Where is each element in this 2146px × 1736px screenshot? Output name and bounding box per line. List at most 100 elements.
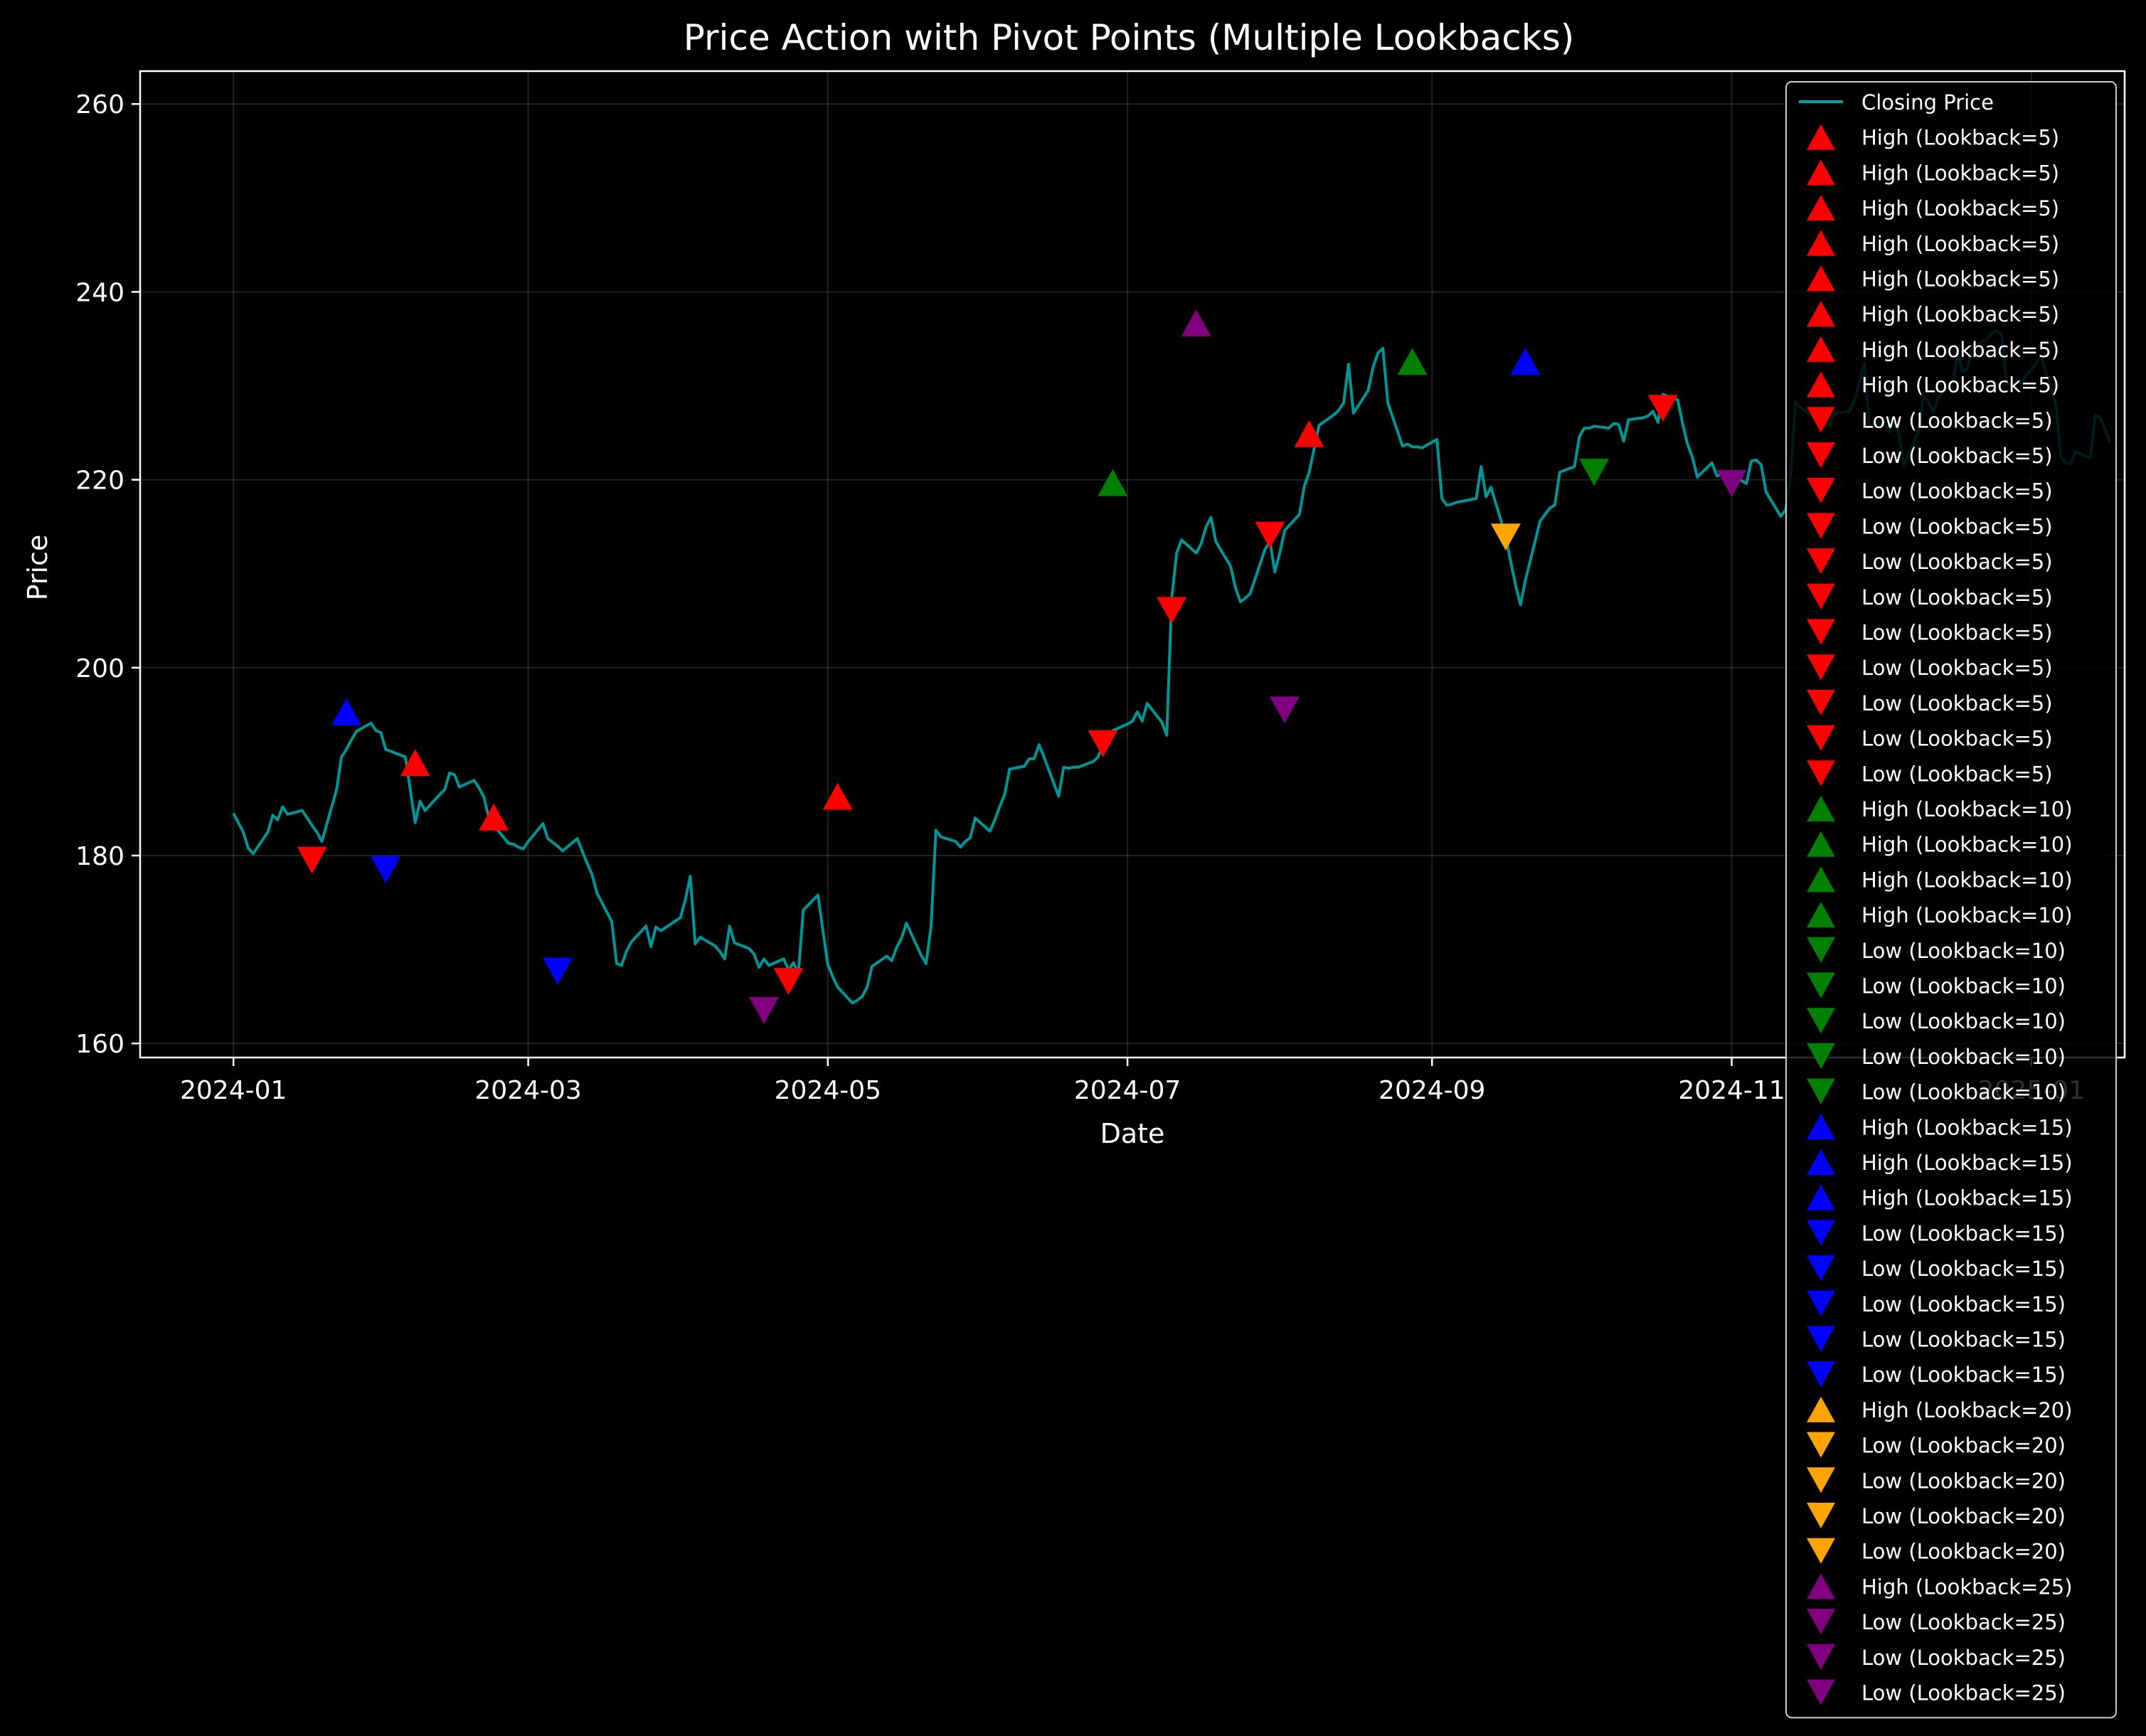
legend-label: Low (Lookback=10) <box>1861 939 2066 963</box>
legend-high-marker <box>1807 336 1835 362</box>
pivot-high-marker <box>1294 420 1324 447</box>
legend-high-marker <box>1807 195 1835 221</box>
legend-label: Low (Lookback=5) <box>1861 408 2053 432</box>
legend-high-marker <box>1807 866 1835 893</box>
legend-label: High (Lookback=5) <box>1861 161 2059 185</box>
pivot-high-marker <box>400 749 430 777</box>
legend-low-marker <box>1807 654 1835 681</box>
legend-label: Low (Lookback=10) <box>1861 974 2066 999</box>
pivot-high-marker <box>479 803 509 831</box>
legend-low-marker <box>1807 1467 1835 1493</box>
pivot-low-marker <box>1490 523 1521 551</box>
legend-label: Low (Lookback=10) <box>1861 1080 2066 1104</box>
legend-label: Low (Lookback=20) <box>1861 1504 2066 1528</box>
legend-low-marker <box>1807 1008 1835 1034</box>
legend-high-marker <box>1807 1573 1835 1599</box>
legend-high-marker <box>1807 265 1835 292</box>
legend-label: High (Lookback=15) <box>1861 1186 2073 1210</box>
x-tick-label: 2024-05 <box>775 1076 881 1105</box>
legend-low-marker <box>1807 477 1835 504</box>
legend-high-marker <box>1807 831 1835 857</box>
chart-title: Price Action with Pivot Points (Multiple… <box>684 17 1575 58</box>
legend-low-marker <box>1807 513 1835 539</box>
x-tick-label: 2024-01 <box>180 1076 287 1105</box>
legend-high-marker <box>1807 371 1835 398</box>
x-tick-label: 2024-09 <box>1379 1076 1485 1105</box>
y-tick-label: 240 <box>75 278 124 307</box>
legend-low-marker <box>1807 619 1835 645</box>
legend-high-marker <box>1807 902 1835 928</box>
x-tick-label: 2024-07 <box>1074 1076 1181 1105</box>
legend-high-marker <box>1807 1114 1835 1140</box>
y-tick-label: 200 <box>75 654 124 683</box>
legend-label: Low (Lookback=5) <box>1861 656 2053 680</box>
legend-low-marker <box>1807 1043 1835 1069</box>
pivot-low-marker <box>543 957 573 985</box>
legend-label: Low (Lookback=15) <box>1861 1292 2066 1316</box>
legend-label: Low (Lookback=10) <box>1861 1045 2066 1069</box>
legend-label: Low (Lookback=5) <box>1861 514 2053 538</box>
legend-low-marker <box>1807 1326 1835 1352</box>
legend-low-marker <box>1807 1609 1835 1635</box>
legend-low-marker <box>1807 1290 1835 1316</box>
legend-label: Low (Lookback=5) <box>1861 550 2053 574</box>
legend-label: High (Lookback=10) <box>1861 868 2073 892</box>
legend-label: High (Lookback=10) <box>1861 833 2073 857</box>
grid-lines <box>140 71 2125 1058</box>
legend-label: Low (Lookback=15) <box>1861 1221 2066 1245</box>
pivot-low-marker <box>371 856 401 883</box>
pivot-high-marker <box>1397 348 1428 376</box>
legend-label: Low (Lookback=15) <box>1861 1363 2066 1387</box>
legend-low-marker <box>1807 1644 1835 1670</box>
legend-high-marker <box>1807 1184 1835 1210</box>
legend-label: High (Lookback=10) <box>1861 797 2073 821</box>
pivot-low-marker <box>297 846 327 874</box>
legend-high-marker <box>1807 124 1835 150</box>
legend-label: Low (Lookback=25) <box>1861 1646 2066 1670</box>
legend-label: High (Lookback=5) <box>1861 373 2059 398</box>
legend-label: High (Lookback=5) <box>1861 267 2059 292</box>
legend-label: High (Lookback=5) <box>1861 126 2059 150</box>
legend-high-marker <box>1807 159 1835 186</box>
legend-label: High (Lookback=10) <box>1861 903 2073 927</box>
legend-low-marker <box>1807 1503 1835 1528</box>
legend-label: Low (Lookback=15) <box>1861 1328 2066 1352</box>
pivot-low-marker <box>1579 459 1610 486</box>
x-tick-label: 2024-11 <box>1678 1076 1785 1105</box>
legend-high-marker <box>1807 230 1835 256</box>
legend-label: High (Lookback=20) <box>1861 1398 2073 1422</box>
y-axis-label: Price <box>22 535 53 601</box>
legend-low-marker <box>1807 689 1835 715</box>
y-tick-label: 260 <box>75 90 124 119</box>
legend-low-marker <box>1807 1679 1835 1705</box>
legend-low-marker <box>1807 760 1835 787</box>
pivot-low-marker <box>773 968 804 995</box>
legend-low-marker <box>1807 1078 1835 1104</box>
pivot-low-marker <box>1088 730 1118 757</box>
legend-label: High (Lookback=5) <box>1861 232 2059 256</box>
pivot-low-marker <box>1647 395 1678 422</box>
legend-label: Low (Lookback=20) <box>1861 1434 2066 1458</box>
legend-label: Low (Lookback=5) <box>1861 621 2053 645</box>
pivot-high-marker <box>1181 309 1211 336</box>
legend-box <box>1785 81 2117 1719</box>
legend-low-marker <box>1807 937 1835 963</box>
legend-label: Closing Price <box>1861 90 1994 115</box>
legend-label: Low (Lookback=20) <box>1861 1540 2066 1564</box>
legend-label: Low (Lookback=25) <box>1861 1681 2066 1705</box>
legend-low-marker <box>1807 725 1835 751</box>
legend-label: Low (Lookback=20) <box>1861 1469 2066 1493</box>
legend-label: High (Lookback=5) <box>1861 302 2059 326</box>
legend-high-marker <box>1807 1149 1835 1175</box>
legend-low-marker <box>1807 972 1835 999</box>
legend-low-marker <box>1807 1432 1835 1458</box>
y-tick-label: 160 <box>75 1030 124 1059</box>
y-tick-label: 220 <box>75 467 124 496</box>
pivot-high-marker <box>1510 348 1541 376</box>
y-tick-label: 180 <box>75 842 124 871</box>
legend-label: High (Lookback=5) <box>1861 338 2059 362</box>
legend-label: High (Lookback=5) <box>1861 196 2059 220</box>
pivot-high-marker <box>331 698 362 725</box>
legend-low-marker <box>1807 1220 1835 1246</box>
